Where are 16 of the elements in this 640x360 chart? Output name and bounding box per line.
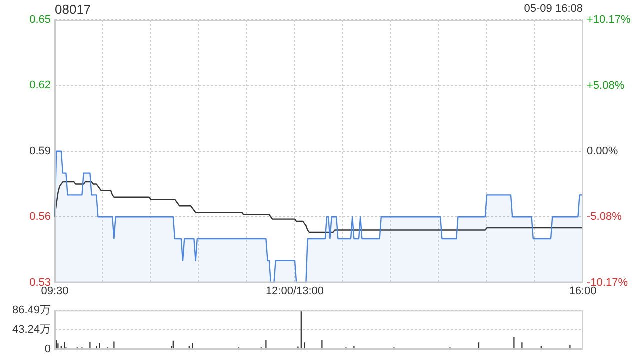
x-tick-label: 12:00/13:00 xyxy=(266,285,324,298)
y-tick-label: 86.49万 xyxy=(12,304,51,317)
y-tick-label: 0.65 xyxy=(30,14,51,26)
y2-tick-label: 0.00% xyxy=(587,145,618,158)
y-tick-label: 43.24万 xyxy=(12,324,51,336)
text: 05-09 16:08 xyxy=(524,3,583,15)
chart-title: 08017 xyxy=(55,2,92,17)
y-tick-label: 0.59 xyxy=(30,145,51,158)
y-tick-label: 0.56 xyxy=(30,211,51,224)
x-tick-label: 09:30 xyxy=(41,285,69,298)
y-tick-label: 0 xyxy=(44,343,51,356)
y2-tick-label: +5.08% xyxy=(587,80,625,92)
y-tick-label: 0.62 xyxy=(30,80,51,92)
y2-tick-label: +10.17% xyxy=(587,14,631,26)
x-tick-label: 16:00 xyxy=(569,285,597,298)
y2-tick-label: -5.08% xyxy=(587,211,622,224)
